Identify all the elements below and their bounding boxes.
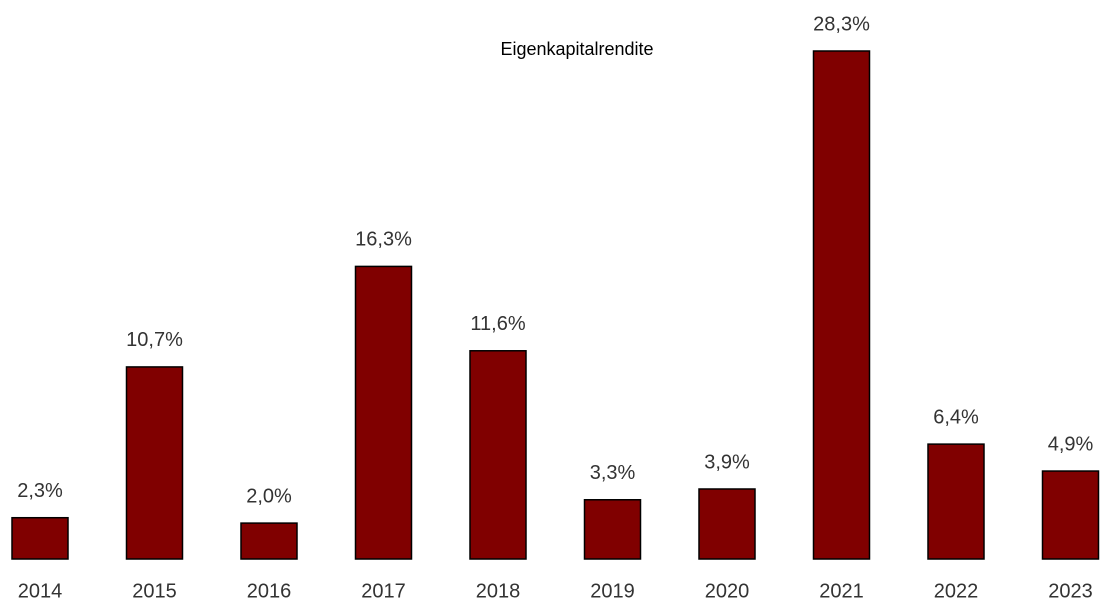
data-label: 3,9% <box>704 451 750 473</box>
data-label: 28,3% <box>813 13 870 35</box>
bar <box>583 499 642 560</box>
data-label: 4,9% <box>1048 433 1094 455</box>
x-tick-label: 2014 <box>18 580 63 602</box>
x-tick-label: 2023 <box>1048 580 1093 602</box>
x-tick-label: 2015 <box>132 580 177 602</box>
chart-title: Eigenkapitalrendite <box>500 39 653 59</box>
bar <box>812 50 871 560</box>
bar <box>698 488 756 560</box>
bar <box>469 350 527 560</box>
x-tick-label: 2016 <box>247 580 292 602</box>
data-label: 10,7% <box>126 329 183 351</box>
data-label: 2,0% <box>246 485 292 507</box>
x-tick-label: 2020 <box>705 580 750 602</box>
bar <box>927 443 985 560</box>
bar <box>11 516 69 560</box>
data-label: 3,3% <box>590 462 636 484</box>
x-tick-label: 2021 <box>819 580 864 602</box>
data-label: 6,4% <box>933 406 979 428</box>
data-label: 11,6% <box>470 313 525 335</box>
bar <box>1041 470 1100 560</box>
data-label: 2,3% <box>17 480 63 502</box>
x-tick-label: 2018 <box>476 580 521 602</box>
x-tick-label: 2022 <box>934 580 979 602</box>
bar <box>354 265 413 560</box>
data-label: 16,3% <box>355 229 412 251</box>
bar <box>125 366 184 560</box>
x-tick-label: 2017 <box>361 580 406 602</box>
bar <box>240 522 298 560</box>
x-tick-label: 2019 <box>590 580 635 602</box>
